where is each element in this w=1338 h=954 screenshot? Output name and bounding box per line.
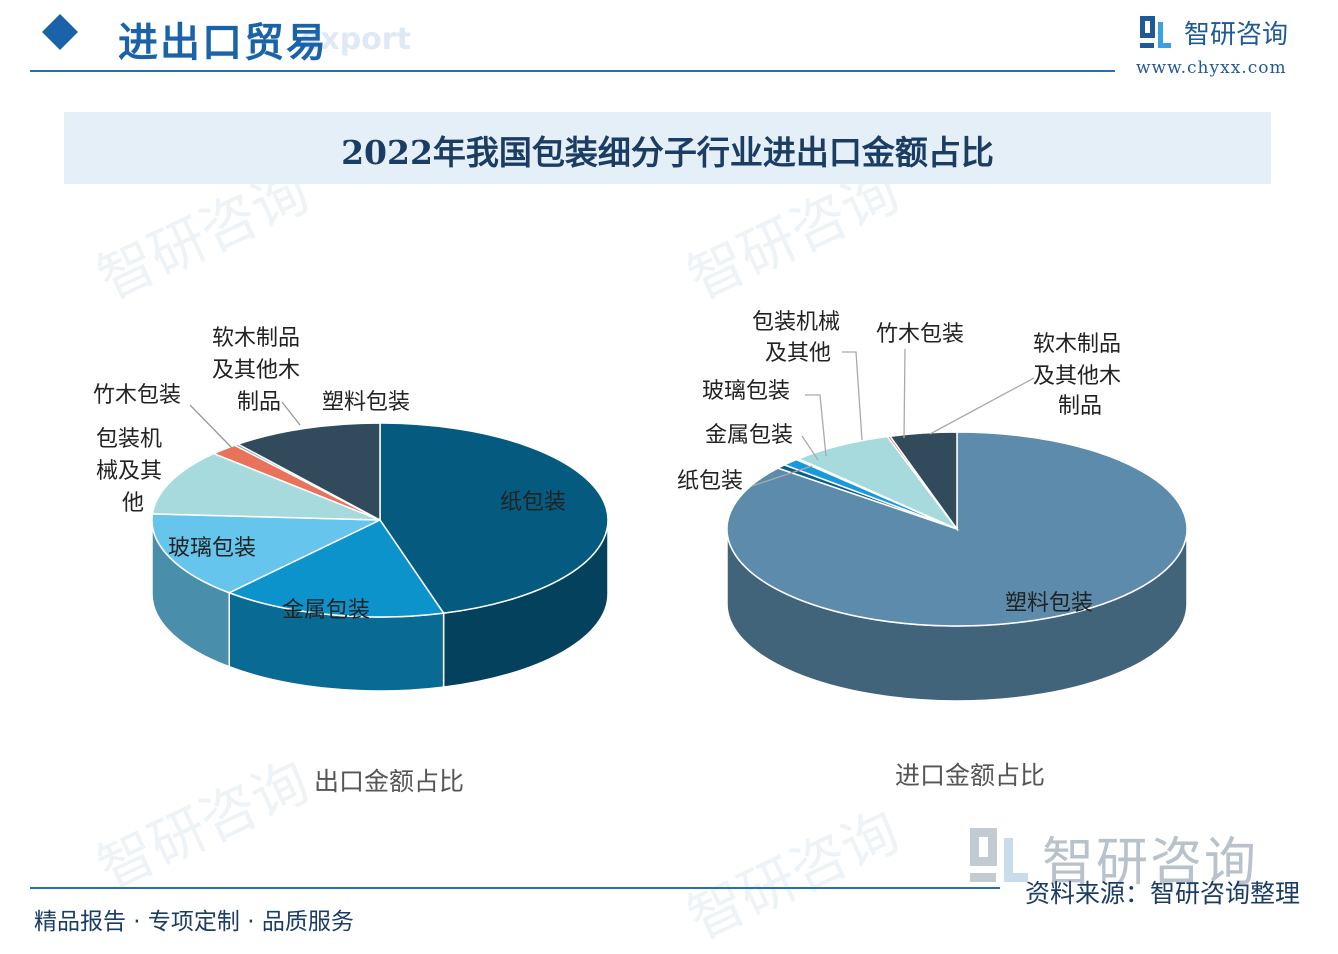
import-label-metal: 金属包装 xyxy=(705,423,793,448)
pie-slice-2 xyxy=(151,513,381,594)
footer-tagline: 精品报告 · 专项定制 · 品质服务 xyxy=(34,909,354,935)
import-label-machinery-2: 及其他 xyxy=(765,341,831,366)
export-label-metal: 金属包装 xyxy=(282,598,370,623)
import-label-plastic: 塑料包装 xyxy=(1005,591,1093,616)
export-label-cork-2: 及其他木 xyxy=(212,358,300,383)
import-leader-lines xyxy=(751,348,1035,487)
leader-line-glass xyxy=(805,394,827,457)
brand-logo-icon xyxy=(1140,16,1171,48)
pie-slice-3 xyxy=(151,452,381,521)
chart-title-band xyxy=(64,112,1271,184)
leader-line-metal xyxy=(801,435,819,461)
import-label-cork-2: 及其他木 xyxy=(1033,364,1121,389)
leader-line-bamboo xyxy=(189,404,233,449)
export-label-plastic: 塑料包装 xyxy=(322,390,410,415)
import-label-bamboo: 竹木包装 xyxy=(876,322,964,347)
pie-slice-0 xyxy=(379,422,609,614)
export-label-paper: 纸包装 xyxy=(500,490,566,515)
import-label-cork-3: 制品 xyxy=(1058,394,1102,419)
import-caption: 进口金额占比 xyxy=(895,761,1045,790)
export-caption: 出口金额占比 xyxy=(314,767,464,796)
leader-line-paper xyxy=(751,465,813,487)
pie-slice-6 xyxy=(888,431,958,532)
export-label-machinery-2: 械及其 xyxy=(96,459,162,484)
brand-url: www.chyxx.com xyxy=(1136,58,1287,78)
export-label-machinery-3: 他 xyxy=(122,491,144,516)
leader-line-cork xyxy=(281,401,301,426)
export-label-glass: 玻璃包装 xyxy=(168,536,256,561)
export-label-bamboo: 竹木包装 xyxy=(93,383,181,408)
footer-logo-text: 智研咨询 xyxy=(1042,833,1259,893)
pie-slice-1 xyxy=(227,519,445,618)
export-pie xyxy=(151,422,609,692)
header-diamond-icon xyxy=(42,14,78,50)
leader-line-bamboo xyxy=(903,348,906,439)
header-subtitle: export xyxy=(300,22,411,57)
pie-slice-4 xyxy=(796,435,960,531)
import-label-paper: 纸包装 xyxy=(677,469,743,494)
footer-logo-icon xyxy=(970,828,1028,882)
export-label-machinery-1: 包装机 xyxy=(96,427,162,452)
import-label-cork-1: 软木制品 xyxy=(1033,332,1121,357)
export-leader-lines xyxy=(189,401,301,449)
export-label-cork-1: 软木制品 xyxy=(212,326,300,351)
header-title: 进出口贸易 xyxy=(118,20,328,66)
pie-slice-6 xyxy=(236,422,381,522)
leader-line-machinery xyxy=(842,351,863,441)
footer-source: 资料来源：智研咨询整理 xyxy=(1025,879,1301,908)
import-pie xyxy=(726,431,1188,702)
leader-line-cork xyxy=(929,377,1035,435)
footer-divider xyxy=(30,887,1000,889)
header-divider xyxy=(30,70,1115,72)
import-label-glass: 玻璃包装 xyxy=(702,379,790,404)
chart-title: 2022年我国包装细分子行业进出口金额占比 xyxy=(341,133,994,172)
import-label-machinery-1: 包装机械 xyxy=(752,310,840,335)
brand-logo-text: 智研咨询 xyxy=(1184,20,1289,50)
export-label-cork-3: 制品 xyxy=(237,390,281,415)
